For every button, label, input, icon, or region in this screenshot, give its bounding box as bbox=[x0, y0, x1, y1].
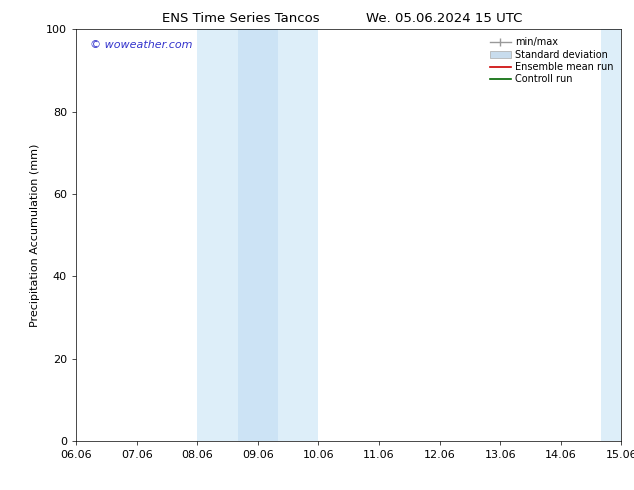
Bar bbox=[238, 29, 278, 441]
Text: © woweather.com: © woweather.com bbox=[90, 40, 192, 49]
Legend: min/max, Standard deviation, Ensemble mean run, Controll run: min/max, Standard deviation, Ensemble me… bbox=[487, 34, 616, 87]
Y-axis label: Precipitation Accumulation (mm): Precipitation Accumulation (mm) bbox=[30, 144, 41, 327]
Bar bbox=[278, 29, 318, 441]
Bar bbox=[621, 29, 634, 441]
Bar bbox=[601, 29, 621, 441]
Text: We. 05.06.2024 15 UTC: We. 05.06.2024 15 UTC bbox=[366, 12, 522, 25]
Bar bbox=[197, 29, 238, 441]
Text: ENS Time Series Tancos: ENS Time Series Tancos bbox=[162, 12, 320, 25]
